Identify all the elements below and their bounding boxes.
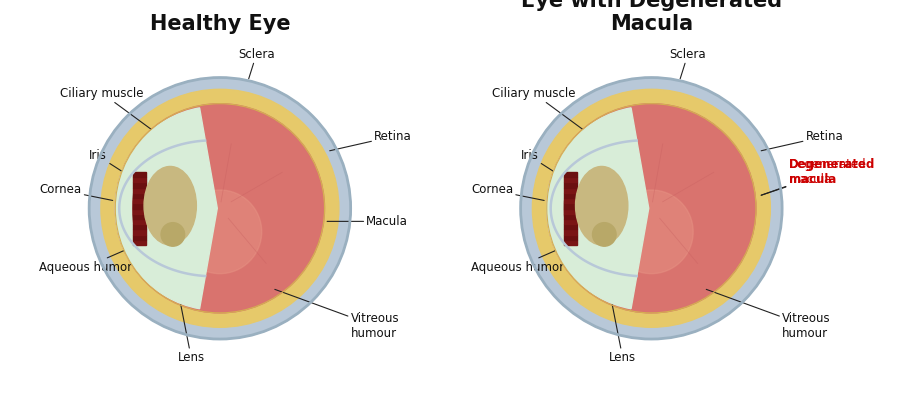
FancyBboxPatch shape bbox=[133, 240, 146, 245]
Ellipse shape bbox=[133, 174, 146, 242]
Wedge shape bbox=[115, 108, 217, 309]
Ellipse shape bbox=[161, 223, 184, 246]
Ellipse shape bbox=[144, 166, 196, 245]
Text: Degenerated
macula: Degenerated macula bbox=[761, 158, 867, 195]
Text: Cornea: Cornea bbox=[40, 183, 112, 200]
Ellipse shape bbox=[575, 166, 628, 245]
FancyBboxPatch shape bbox=[564, 235, 578, 240]
Title: Eye with Degenerated
Macula: Eye with Degenerated Macula bbox=[521, 0, 782, 34]
FancyBboxPatch shape bbox=[564, 198, 578, 203]
Ellipse shape bbox=[564, 174, 578, 242]
FancyBboxPatch shape bbox=[564, 240, 578, 245]
Text: Sclera: Sclera bbox=[670, 48, 706, 79]
FancyBboxPatch shape bbox=[133, 208, 146, 214]
FancyBboxPatch shape bbox=[564, 214, 578, 219]
Text: Aqueous humor: Aqueous humor bbox=[471, 247, 564, 274]
FancyBboxPatch shape bbox=[564, 208, 578, 214]
Circle shape bbox=[115, 104, 325, 313]
Ellipse shape bbox=[592, 223, 617, 246]
FancyBboxPatch shape bbox=[133, 177, 146, 182]
Text: Ciliary muscle: Ciliary muscle bbox=[60, 87, 152, 130]
Text: Iris: Iris bbox=[520, 150, 571, 182]
FancyBboxPatch shape bbox=[564, 172, 578, 177]
Circle shape bbox=[178, 190, 262, 274]
Text: Iris: Iris bbox=[89, 150, 139, 182]
FancyBboxPatch shape bbox=[133, 193, 146, 198]
FancyBboxPatch shape bbox=[133, 224, 146, 229]
Text: Vitreous
humour: Vitreous humour bbox=[274, 289, 400, 340]
FancyBboxPatch shape bbox=[133, 214, 146, 219]
Polygon shape bbox=[119, 141, 205, 276]
Circle shape bbox=[533, 89, 770, 327]
FancyBboxPatch shape bbox=[133, 203, 146, 208]
FancyBboxPatch shape bbox=[564, 193, 578, 198]
FancyBboxPatch shape bbox=[564, 229, 578, 235]
FancyBboxPatch shape bbox=[133, 188, 146, 193]
Circle shape bbox=[547, 104, 756, 313]
Text: Lens: Lens bbox=[174, 271, 204, 364]
Circle shape bbox=[609, 190, 693, 274]
FancyBboxPatch shape bbox=[564, 188, 578, 193]
Circle shape bbox=[89, 77, 351, 339]
Text: Sclera: Sclera bbox=[238, 48, 274, 79]
FancyBboxPatch shape bbox=[564, 219, 578, 224]
FancyBboxPatch shape bbox=[133, 172, 146, 177]
Text: Aqueous humor: Aqueous humor bbox=[40, 247, 132, 274]
Text: Lens: Lens bbox=[606, 271, 636, 364]
Text: Retina: Retina bbox=[761, 130, 843, 151]
FancyBboxPatch shape bbox=[564, 182, 578, 188]
FancyBboxPatch shape bbox=[133, 198, 146, 203]
Text: Cornea: Cornea bbox=[471, 183, 544, 200]
FancyBboxPatch shape bbox=[564, 177, 578, 182]
FancyBboxPatch shape bbox=[133, 182, 146, 188]
Text: Vitreous
humour: Vitreous humour bbox=[706, 289, 831, 340]
Text: Macula: Macula bbox=[327, 215, 409, 228]
FancyBboxPatch shape bbox=[133, 229, 146, 235]
Circle shape bbox=[520, 77, 782, 339]
FancyBboxPatch shape bbox=[133, 235, 146, 240]
Title: Healthy Eye: Healthy Eye bbox=[149, 14, 290, 34]
FancyBboxPatch shape bbox=[564, 224, 578, 229]
Circle shape bbox=[101, 89, 339, 327]
FancyBboxPatch shape bbox=[133, 219, 146, 224]
Text: Ciliary muscle: Ciliary muscle bbox=[492, 87, 583, 130]
Wedge shape bbox=[547, 108, 649, 309]
Text: Retina: Retina bbox=[329, 130, 412, 151]
Polygon shape bbox=[551, 141, 636, 276]
Text: Degenerated
macula: Degenerated macula bbox=[761, 158, 875, 195]
FancyBboxPatch shape bbox=[564, 203, 578, 208]
